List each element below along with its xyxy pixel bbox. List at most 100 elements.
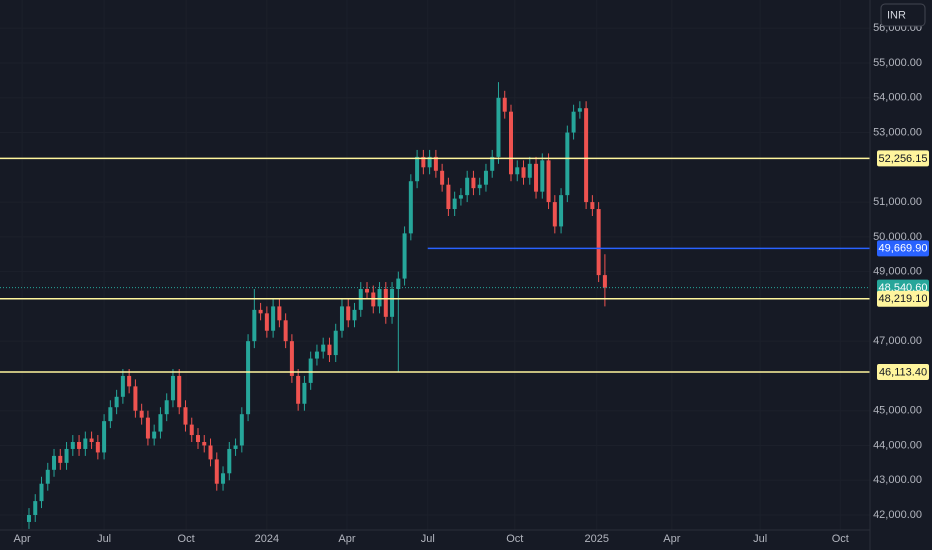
candle-body (339, 306, 344, 331)
candle-body (521, 167, 526, 178)
candle-body (584, 108, 589, 203)
candle-body (152, 431, 157, 439)
currency[interactable]: INR (887, 9, 906, 21)
x-tick-label: Jul (753, 533, 767, 545)
candle-body (440, 170, 445, 185)
candle-body (308, 358, 313, 383)
candle-body (515, 167, 520, 175)
y-tick-label: 47,000.00 (873, 335, 922, 347)
candle-body (590, 202, 595, 210)
candle-body (559, 195, 564, 227)
x-tick-label: Apr (663, 533, 680, 545)
candle-body (427, 156, 432, 168)
candle-body (571, 111, 576, 133)
candle-body (321, 344, 326, 352)
candle-body (83, 438, 88, 449)
candle-body (145, 417, 150, 439)
plot (0, 82, 870, 529)
y-tick-label: 54,000.00 (873, 92, 922, 104)
level-label-box (877, 363, 929, 380)
candle-body (120, 375, 125, 397)
candle-body (552, 202, 557, 227)
candle-body (465, 177, 470, 196)
candle-body (377, 289, 382, 307)
axes: 42,000.00 43,000.00 44,000.00 45,000.00 47,0… (14, 22, 929, 545)
candle-body (52, 455, 57, 470)
candle-body (39, 483, 44, 502)
candle-body (296, 375, 301, 404)
candle-body (546, 160, 551, 203)
candle-body (258, 309, 263, 314)
candle-body (108, 407, 113, 422)
candle-body (352, 309, 357, 321)
candle-body (365, 289, 370, 293)
candle-body (95, 441, 100, 453)
candle-body (158, 414, 163, 432)
candle-body (139, 410, 144, 418)
x-tick-label: Oct (506, 533, 523, 545)
candle-body (239, 414, 244, 446)
candle-body (127, 375, 132, 387)
candle-body (396, 278, 401, 290)
candle-body (89, 438, 94, 442)
y-tick-label: 49,000.00 (873, 266, 922, 278)
y-tick-label: 42,000.00 (873, 509, 922, 521)
candle-body (214, 459, 219, 484)
candle-body (221, 473, 226, 484)
candle-body (77, 441, 82, 449)
candle-body (233, 445, 238, 449)
currency-box[interactable] (880, 3, 926, 27)
y-tick-label: 53,000.00 (873, 126, 922, 138)
candle-body (577, 108, 582, 112)
candle-body (70, 441, 75, 449)
candle-body (421, 156, 426, 168)
candle-body (252, 309, 257, 342)
candle-body (177, 375, 182, 408)
candle-body (189, 424, 194, 436)
candle-body (114, 396, 119, 408)
candle-body (246, 341, 251, 415)
candle-body (477, 184, 482, 189)
candle-body (45, 469, 50, 484)
candle-body (346, 306, 351, 321)
x-tick-label: Jul (97, 533, 111, 545)
y-tick-label: 43,000.00 (873, 474, 922, 486)
candle-body (452, 198, 457, 210)
level-label-box (877, 290, 929, 307)
candle-body (327, 344, 332, 356)
candle-body (565, 132, 570, 196)
candle-body (202, 441, 207, 446)
candle-body (164, 400, 169, 415)
x-tick-label: Apr (14, 533, 31, 545)
candle-body (264, 313, 269, 331)
level-label: 46,113.40 (879, 366, 927, 378)
candle-body (208, 445, 213, 460)
candle-body (433, 156, 438, 171)
candle-body (102, 421, 107, 453)
candle-body (483, 170, 488, 185)
candle-body (458, 195, 463, 199)
candle-body (490, 156, 495, 171)
candle-body (271, 306, 276, 331)
candle-body (333, 330, 338, 356)
candle-body (596, 209, 601, 276)
candle-body (58, 455, 63, 463)
candle-body (314, 351, 319, 359)
level-label: 52,256.15 (879, 153, 928, 165)
candle-body (183, 407, 188, 425)
candle-body (302, 382, 307, 404)
candle-body (170, 375, 175, 401)
level-label-box (877, 150, 929, 167)
x-tick-label: Jul (421, 533, 435, 545)
candle-body (26, 515, 31, 522)
x-tick-label: Apr (338, 533, 355, 545)
candle-body (408, 181, 413, 234)
candle-body (471, 177, 476, 189)
candle-body (446, 184, 451, 210)
candle-body (383, 289, 388, 317)
x-tick-label: 2025 (585, 533, 609, 545)
candle-body (133, 386, 138, 411)
